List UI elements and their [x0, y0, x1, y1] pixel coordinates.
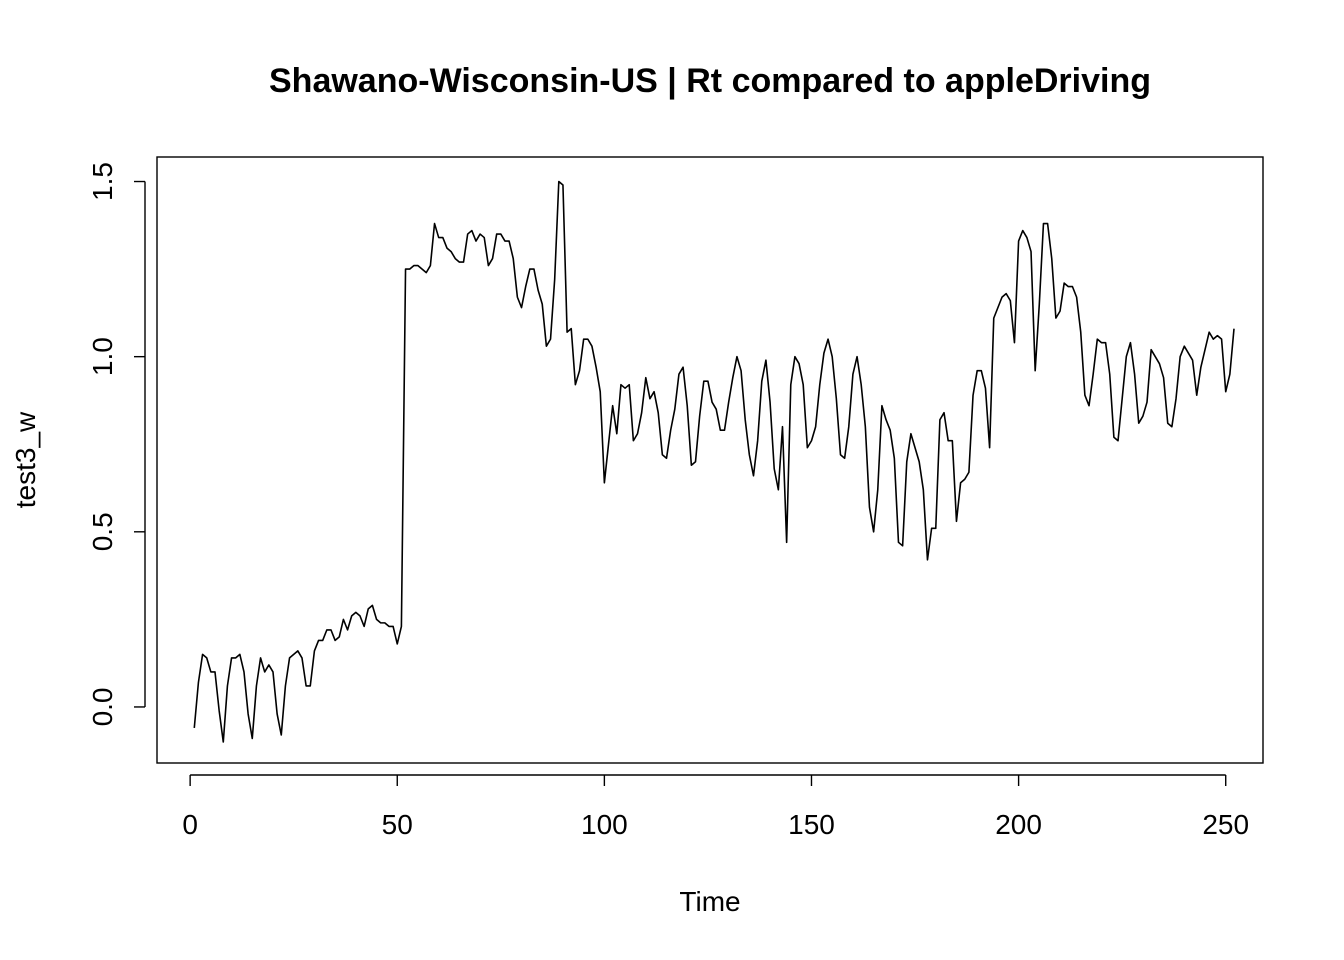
y-tick-label: 0.0 [87, 687, 118, 726]
chart-title: Shawano-Wisconsin-US | Rt compared to ap… [269, 62, 1151, 100]
plot-frame [156, 156, 1264, 764]
x-tick-label: 50 [382, 809, 413, 840]
x-tick-label: 100 [581, 809, 628, 840]
y-tick-label: 1.5 [87, 162, 118, 201]
y-axis: 0.0 0.5 1.0 1.5 [87, 162, 146, 726]
x-tick-label: 150 [788, 809, 835, 840]
y-tick-label: 0.5 [87, 512, 118, 551]
x-tick-label: 250 [1202, 809, 1249, 840]
series-group [193, 180, 1235, 743]
series-line [193, 180, 1235, 743]
x-tick-label: 0 [182, 809, 198, 840]
y-tick-label: 1.0 [87, 337, 118, 376]
x-axis: 0 50 100 150 200 250 [182, 774, 1249, 840]
x-axis-label: Time [679, 886, 740, 917]
x-tick-label: 200 [995, 809, 1042, 840]
y-axis-label: test3_w [10, 411, 41, 508]
